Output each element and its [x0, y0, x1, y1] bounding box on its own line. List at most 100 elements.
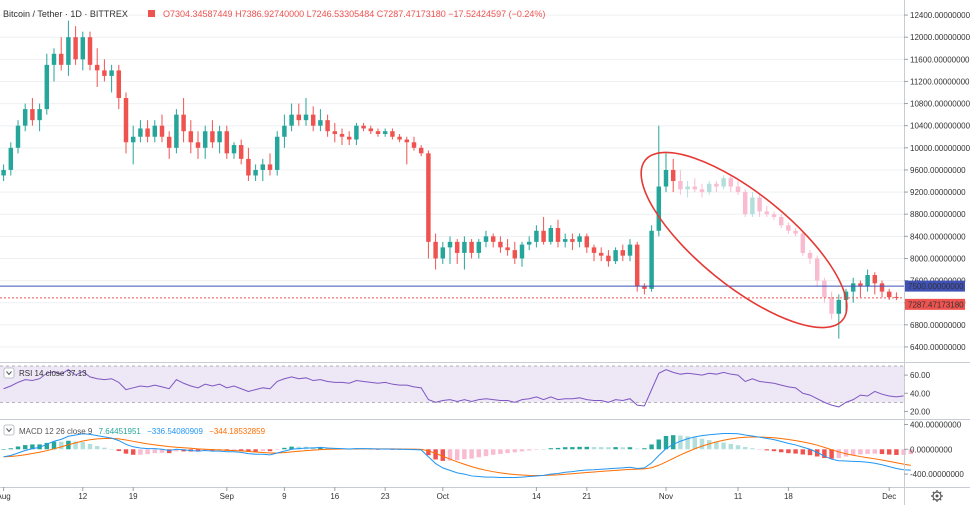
candle-body	[886, 291, 892, 298]
candle-body	[224, 131, 230, 154]
candle-body	[339, 133, 345, 137]
macd-legend-signal: −344.18532859	[209, 427, 265, 436]
macd-histogram-bar	[706, 440, 712, 450]
candle-body	[800, 233, 806, 253]
macd-histogram-bar	[613, 447, 618, 450]
macd-histogram-bar	[757, 449, 762, 450]
candle-body	[418, 147, 424, 154]
candle-body	[375, 131, 381, 134]
candle-body	[505, 247, 510, 251]
candle-body	[872, 275, 878, 284]
rsi-axis[interactable]: 60.00 40.00 20.00	[904, 371, 931, 416]
price-pane[interactable]	[0, 0, 904, 362]
macd-histogram-bar	[375, 449, 381, 450]
macd-histogram-bar	[246, 449, 251, 452]
close-icon[interactable]	[148, 10, 155, 17]
macd-tick-label: -400.00000000	[910, 470, 964, 479]
collapse-rsi-icon[interactable]	[3, 367, 15, 379]
candle-body	[606, 255, 611, 262]
macd-histogram-bar	[642, 448, 647, 450]
collapse-macd-icon[interactable]	[3, 424, 15, 436]
macd-histogram-bar	[462, 449, 467, 460]
macd-histogram-bar	[685, 436, 690, 450]
candle-body	[858, 283, 863, 287]
time-tick-label: 12	[78, 492, 87, 501]
macd-histogram-bar	[714, 441, 719, 450]
candle-body	[620, 250, 626, 256]
macd-histogram-bar	[577, 446, 582, 450]
candle-body	[346, 136, 352, 140]
gear-icon[interactable]	[931, 490, 943, 502]
macd-histogram-bar	[850, 449, 856, 456]
macd-histogram-bar	[116, 449, 122, 452]
candle-body	[80, 37, 86, 60]
rsi-tick-label: 60.00	[910, 371, 931, 380]
level-price-label: 7500.00000000	[908, 282, 964, 291]
symbol-title[interactable]: Bitcoin / Tether · 1D · BITTREX	[3, 9, 128, 19]
macd-histogram-bar	[663, 435, 669, 450]
macd-histogram-bar	[289, 446, 294, 450]
macd-legend-hist: 7.64451951	[99, 427, 142, 436]
candle-body	[426, 153, 431, 242]
candle-body	[210, 131, 215, 143]
candle-body	[534, 230, 539, 242]
candle-body	[685, 186, 690, 190]
candle-body	[66, 37, 71, 65]
candle-body	[649, 230, 654, 289]
macd-histogram-bar	[627, 447, 633, 450]
candle-body	[102, 70, 107, 76]
macd-axis[interactable]: 400.00000000 0.00000000 -400.00000000	[904, 420, 964, 479]
macd-histogram-bar	[1, 449, 6, 450]
candle-body	[332, 131, 338, 134]
macd-histogram-bar	[735, 445, 741, 450]
time-tick-label: 11	[734, 492, 743, 501]
candle-body	[793, 230, 798, 234]
time-axis[interactable]: Aug 12 19 Sep 9 16 23 Oct 14 21 Nov 11 18 Dec	[0, 487, 896, 501]
candle-body	[577, 236, 582, 242]
rsi-legend[interactable]: RSI 14 close 37.13	[19, 369, 87, 378]
candle-body	[404, 139, 410, 143]
candle-body	[58, 53, 64, 65]
candle-body	[8, 147, 14, 170]
candle-body	[656, 186, 662, 231]
macd-histogram-bar	[8, 448, 14, 450]
candle-body	[613, 250, 618, 262]
macd-histogram-bar	[699, 438, 705, 450]
macd-legend[interactable]: MACD 12 26 close 9 7.64451951 −336.54080…	[19, 427, 266, 436]
candle-body	[570, 239, 575, 242]
macd-histogram-bar	[670, 435, 676, 450]
macd-histogram-bar	[476, 449, 482, 458]
candle-body	[411, 142, 417, 148]
price-tick-label: 9200.00000000	[910, 188, 966, 197]
price-tick-label: 12400.00000000	[910, 11, 970, 20]
candle-body	[865, 275, 870, 287]
macd-histogram-bar	[166, 449, 172, 454]
candle-body	[73, 37, 78, 60]
candle-body	[123, 98, 129, 143]
macd-histogram-bar	[786, 449, 791, 454]
macd-histogram-bar	[30, 444, 35, 450]
macd-histogram-bar	[325, 448, 330, 450]
macd-histogram-bar	[368, 449, 374, 450]
time-tick-label: 21	[582, 492, 591, 501]
ellipse-annotation[interactable]	[616, 124, 871, 355]
candle-body	[750, 197, 755, 215]
candle-body	[231, 145, 237, 154]
macd-histogram-bar	[534, 449, 539, 450]
candle-body	[490, 236, 496, 242]
macd-histogram-bar	[728, 443, 734, 450]
candle-body	[37, 109, 42, 121]
candle-body	[735, 186, 741, 193]
candle-body	[44, 64, 50, 110]
macd-histogram-bar	[382, 449, 388, 450]
candle-body	[541, 230, 546, 242]
candle-body	[469, 241, 474, 253]
macd-histogram-bar	[606, 447, 611, 450]
macd-histogram-bar	[454, 449, 460, 461]
candle-body	[325, 120, 330, 132]
macd-histogram-bar	[678, 435, 683, 450]
macd-histogram-bar	[447, 449, 453, 461]
candle-body	[562, 239, 568, 242]
grid	[0, 14, 904, 348]
candle-body	[116, 70, 122, 99]
